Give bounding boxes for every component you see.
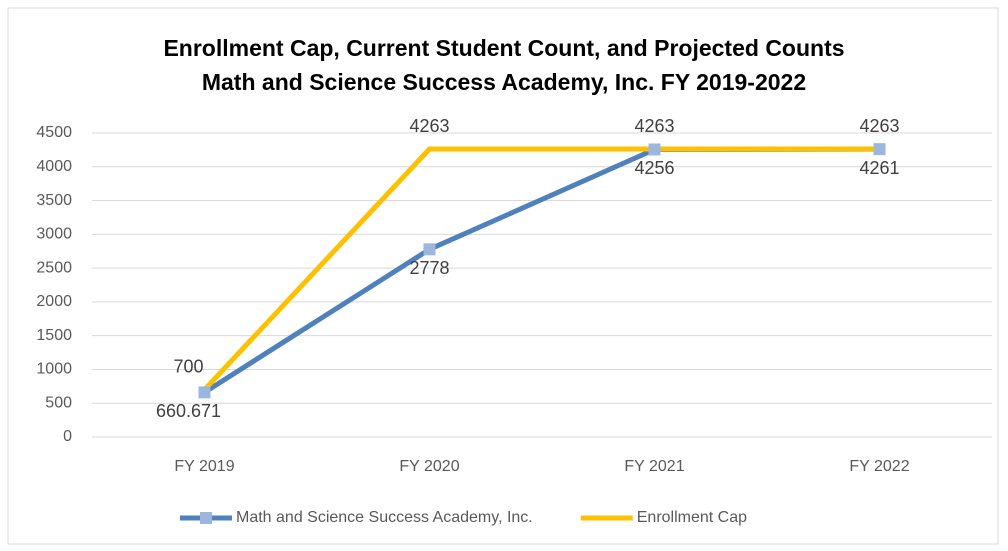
- data-label: 2778: [409, 258, 449, 278]
- y-tick-label: 2000: [36, 293, 72, 310]
- x-tick-label: FY 2022: [849, 458, 909, 475]
- x-tick-label: FY 2021: [624, 458, 684, 475]
- y-tick-label: 1500: [36, 327, 72, 344]
- series-line: [202, 146, 880, 392]
- data-label: 4263: [409, 116, 449, 136]
- x-tick-label: FY 2020: [399, 458, 459, 475]
- data-label: 4261: [859, 158, 899, 178]
- marker: [423, 243, 436, 256]
- y-tick-label: 4500: [36, 124, 72, 141]
- y-tick-label: 3500: [36, 192, 72, 209]
- marker: [648, 143, 661, 156]
- data-label: 700: [173, 356, 203, 376]
- data-label: 4263: [634, 116, 674, 136]
- legend-label: Enrollment Cap: [637, 509, 747, 526]
- marker: [198, 386, 211, 399]
- legend-marker: [200, 512, 212, 524]
- chart-subtitle: Math and Science Success Academy, Inc. F…: [202, 69, 806, 95]
- y-tick-label: 0: [63, 428, 72, 445]
- x-tick-label: FY 2019: [174, 458, 234, 475]
- marker: [873, 143, 886, 156]
- data-label: 4256: [634, 158, 674, 178]
- chart-border: [7, 7, 999, 545]
- y-tick-label: 1000: [36, 361, 72, 378]
- data-label: 4263: [859, 116, 899, 136]
- y-tick-label: 4000: [36, 158, 72, 175]
- chart-title: Enrollment Cap, Current Student Count, a…: [163, 35, 844, 61]
- y-tick-label: 500: [45, 394, 72, 411]
- y-tick-label: 3000: [36, 226, 72, 243]
- data-label: 660.671: [156, 401, 221, 421]
- legend-label: Math and Science Success Academy, Inc.: [236, 509, 533, 526]
- y-tick-label: 2500: [36, 259, 72, 276]
